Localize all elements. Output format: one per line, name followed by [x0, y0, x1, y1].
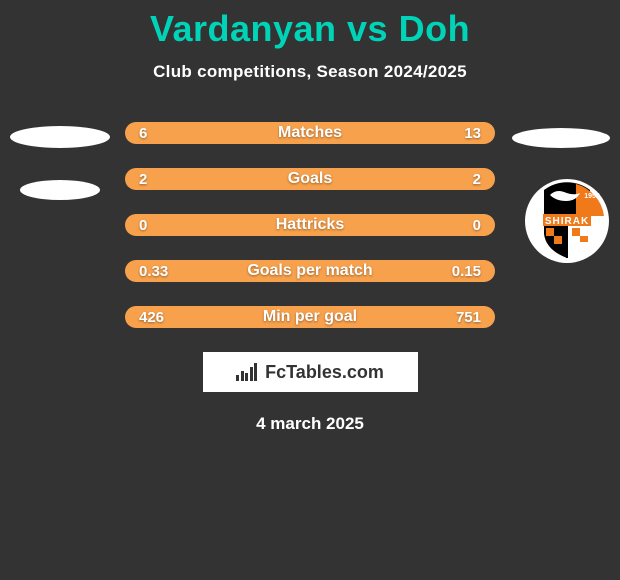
stat-row-hattricks: 0 Hattricks 0: [125, 214, 495, 236]
footer-brand-box: FcTables.com: [203, 352, 418, 392]
bar-chart-icon: [236, 363, 257, 381]
stat-row-matches: 6 Matches 13: [125, 122, 495, 144]
stat-label: Min per goal: [263, 308, 357, 326]
placeholder-ellipse-left-2: [20, 180, 100, 200]
stat-right-value: 0.15: [452, 263, 481, 280]
badge-year: 1958: [584, 193, 600, 200]
stat-left-value: 2: [139, 171, 147, 188]
stat-right-value: 13: [464, 125, 481, 142]
stat-row-min-per-goal: 426 Min per goal 751: [125, 306, 495, 328]
stat-left-value: 426: [139, 309, 164, 326]
date-text: 4 march 2025: [0, 414, 620, 434]
stat-label: Goals per match: [247, 262, 372, 280]
stat-row-goals-per-match: 0.33 Goals per match 0.15: [125, 260, 495, 282]
footer-brand-text: FcTables.com: [265, 362, 384, 383]
club-badge-shirak: 1958 SHIRAK: [524, 178, 610, 264]
badge-label: SHIRAK: [545, 216, 589, 227]
stat-left-value: 6: [139, 125, 147, 142]
stat-row-goals: 2 Goals 2: [125, 168, 495, 190]
placeholder-ellipse-left-1: [10, 126, 110, 148]
subtitle: Club competitions, Season 2024/2025: [0, 62, 620, 82]
stat-right-value: 0: [473, 217, 481, 234]
page-title: Vardanyan vs Doh: [0, 0, 620, 50]
stat-label: Hattricks: [276, 216, 344, 234]
stat-right-value: 2: [473, 171, 481, 188]
stat-label: Matches: [278, 124, 342, 142]
stat-label: Goals: [288, 170, 332, 188]
stat-left-value: 0.33: [139, 263, 168, 280]
stat-right-value: 751: [456, 309, 481, 326]
placeholder-ellipse-right-1: [512, 128, 610, 148]
stat-left-value: 0: [139, 217, 147, 234]
